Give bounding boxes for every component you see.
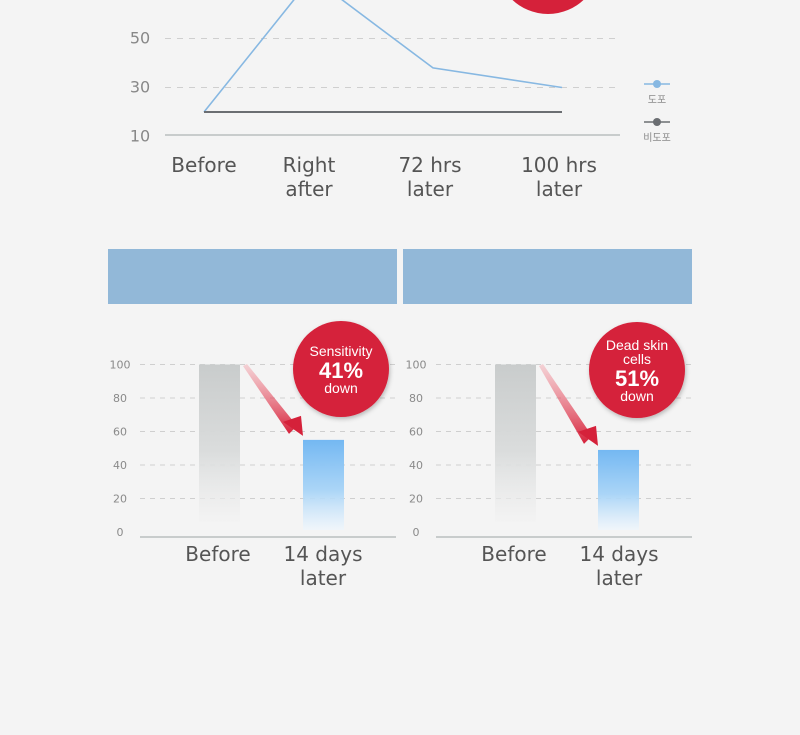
bar-y-tick-label: 80 [409, 392, 423, 405]
bar-x-tick-label: Before [185, 542, 250, 566]
bar-y-tick-label: 100 [110, 359, 131, 372]
bar-y-tick-label: 0 [117, 526, 124, 539]
right-panel-header-bar [403, 249, 692, 304]
arrow-shaft [539, 364, 592, 444]
bar-y-tick-label: 40 [113, 459, 127, 472]
bar-after [303, 439, 344, 530]
bar-y-tick-label: 20 [113, 493, 127, 506]
bar-y-tick-label: 20 [409, 493, 423, 506]
line-x-tick-label: 100 hrs later [521, 153, 597, 201]
bar-before [495, 364, 536, 522]
bar-y-tick-label: 60 [113, 426, 127, 439]
series-line-applied [203, 0, 563, 113]
arrow-head [283, 415, 303, 436]
bar-y-tick-label: 40 [409, 459, 423, 472]
legend-marker [653, 118, 661, 126]
line-y-tick-label: 10 [130, 127, 150, 146]
badge-sub: down [324, 380, 357, 396]
badge-circle [293, 321, 389, 417]
line-x-tick-label: Right after [283, 153, 336, 201]
line-y-tick-label: 50 [130, 29, 150, 48]
bar-y-tick-label: 100 [406, 359, 427, 372]
line-y-tick-label: 30 [130, 78, 150, 97]
bar-after [598, 449, 639, 530]
badge-value: 41% [319, 358, 363, 383]
arrow-shaft [243, 364, 297, 434]
bar-before [199, 364, 240, 522]
arrow-head [578, 425, 598, 446]
bar-x-tick-label: Before [481, 542, 546, 566]
badge-label: cells [623, 351, 651, 367]
legend-label: 도포 [648, 95, 666, 106]
bar-y-tick-label: 60 [409, 426, 423, 439]
legend-marker [653, 80, 661, 88]
left-panel-header-bar [108, 249, 397, 304]
badge-sub: down [620, 388, 653, 404]
legend-label: 비도포 [643, 132, 671, 144]
bar-x-tick-label: 14 days later [283, 542, 362, 590]
line-x-tick-label: Before [171, 153, 236, 177]
top-badge-circle [512, 0, 584, 14]
badge-value: 51% [615, 366, 659, 391]
bar-x-tick-label: 14 days later [579, 542, 658, 590]
bar-y-tick-label: 0 [413, 526, 420, 539]
line-x-tick-label: 72 hrs later [398, 153, 461, 201]
bar-y-tick-label: 80 [113, 392, 127, 405]
badge-circle [589, 322, 685, 418]
badge-label: Dead skin [606, 337, 668, 353]
badge-label: Sensitivity [309, 343, 372, 359]
